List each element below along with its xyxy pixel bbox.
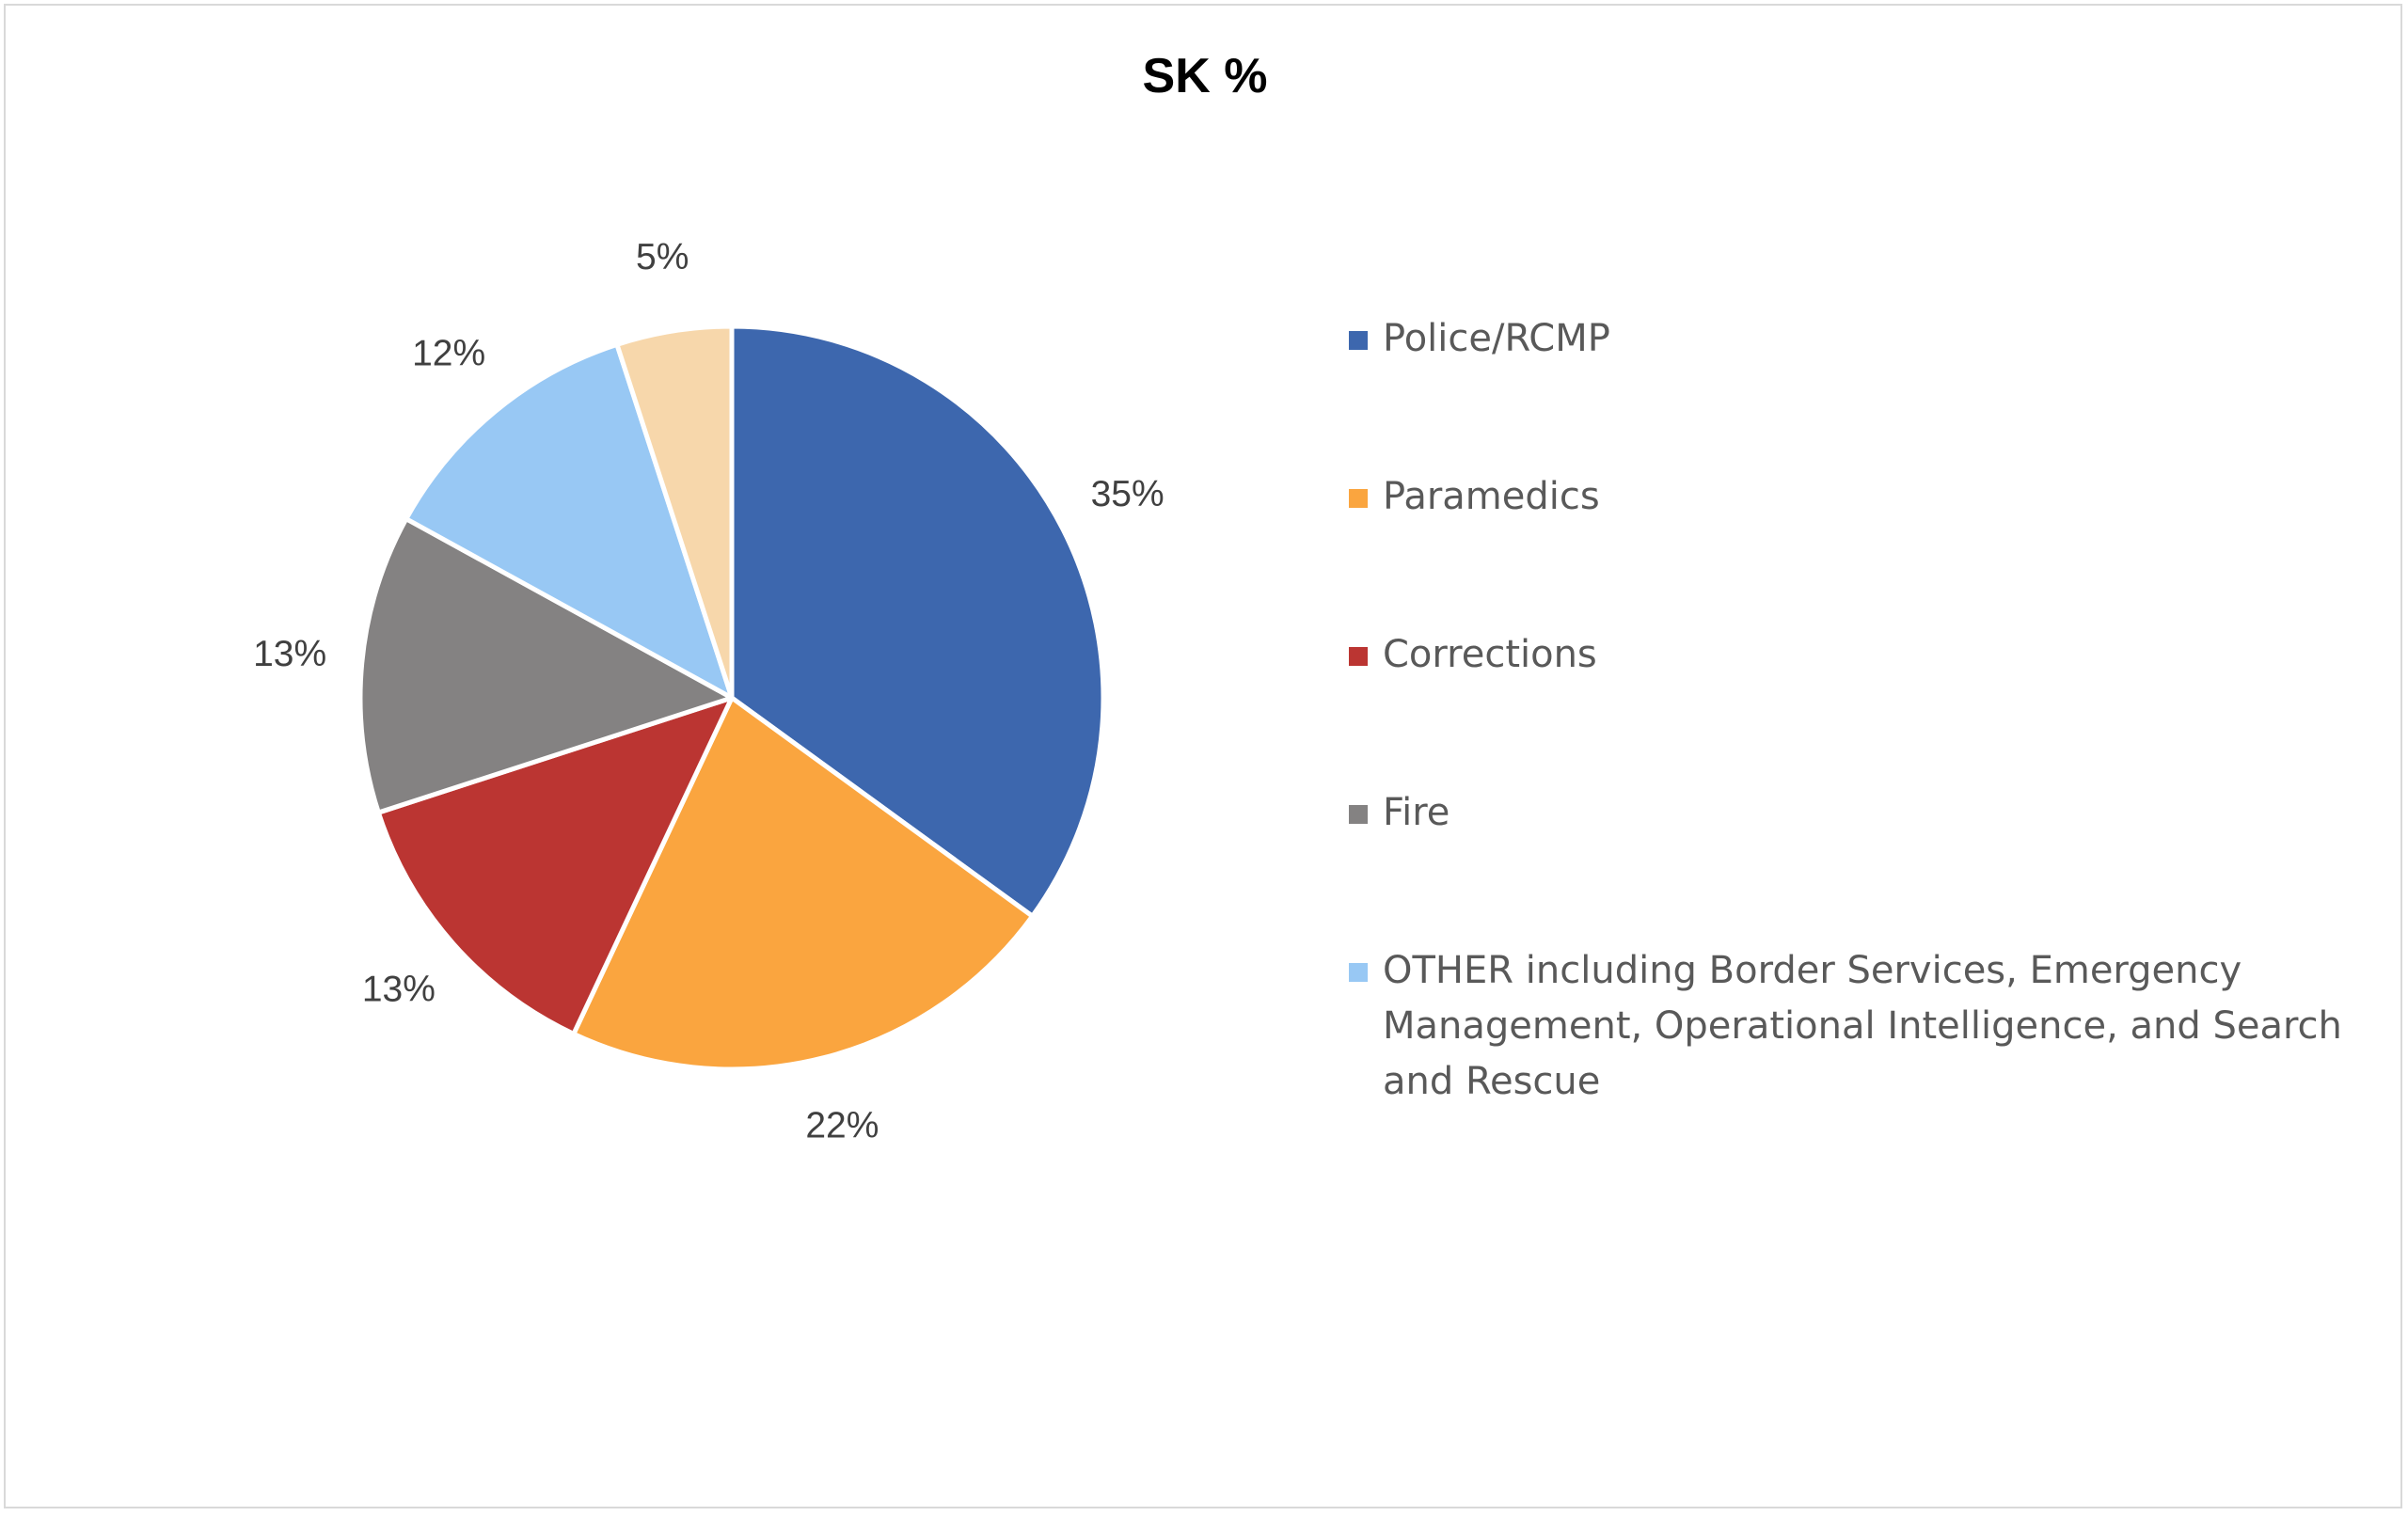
legend-label: Corrections	[1383, 633, 1597, 676]
legend-item-paramedics: Paramedics	[1349, 469, 2393, 525]
pie-slice-5-other	[614, 324, 735, 701]
legend-item-police-rcmp: Police/RCMP	[1349, 311, 2393, 367]
legend-marker	[1349, 331, 1368, 350]
legend-marker	[1349, 647, 1368, 666]
data-label-5: 5%	[636, 237, 689, 277]
data-label-4: 12%	[412, 334, 485, 374]
legend-marker	[1349, 805, 1368, 824]
data-label-2: 13%	[362, 969, 436, 1009]
pie-chart: SK % 35% 22% 13% 13% 12% 5%	[253, 49, 1268, 1145]
pie-slice-2-corrections	[375, 695, 735, 1036]
legend-marker	[1349, 963, 1368, 982]
legend-label: Police/RCMP	[1383, 317, 1610, 360]
legend-label: Fire	[1383, 791, 1450, 834]
pie-slice-3-fire	[357, 516, 735, 815]
pie-slices	[357, 324, 1106, 1072]
data-label-1: 22%	[805, 1105, 879, 1145]
pie-slice-4-other-including-border-s	[404, 341, 735, 701]
pie-slice-0-police-rcmp	[729, 324, 1106, 919]
legend: Police/RCMP Paramedics Corrections Fire OTHE…	[1349, 311, 2393, 1110]
legend-item-corrections: Corrections	[1349, 627, 2393, 683]
data-labels: 35% 22% 13% 13% 12% 5%	[253, 237, 1164, 1145]
legend-item-other-including-border-s: OTHER including Border Services, Emergen…	[1349, 943, 2393, 1110]
data-label-3: 13%	[253, 634, 326, 674]
chart-title: SK %	[1143, 49, 1268, 103]
legend-label: Paramedics	[1383, 475, 1600, 518]
chart-frame: SK % 35% 22% 13% 13% 12% 5% Police/RCMP Parame…	[4, 4, 2402, 1508]
legend-item-fire: Fire	[1349, 785, 2393, 841]
legend-label: OTHER including Border Services, Emergen…	[1383, 949, 2342, 1103]
legend-marker	[1349, 489, 1368, 508]
data-label-0: 35%	[1091, 474, 1164, 514]
